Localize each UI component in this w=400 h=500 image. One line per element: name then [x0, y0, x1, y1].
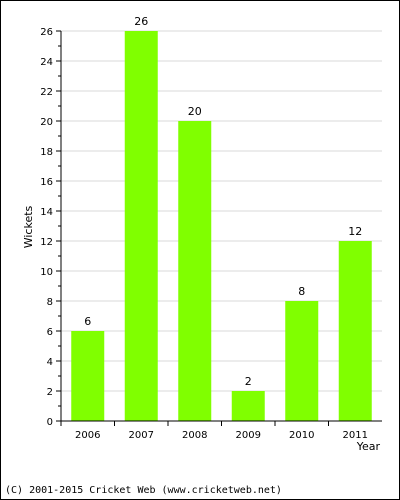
gridlines	[61, 30, 382, 392]
data-label-2010: 8	[298, 285, 305, 298]
y-tick-label: 18	[40, 147, 53, 158]
y-tick-label: 0	[47, 417, 53, 428]
axes	[56, 30, 382, 426]
bar-2011	[338, 241, 372, 421]
bar-series	[71, 31, 372, 421]
data-label-2007: 26	[134, 15, 148, 28]
y-tick-label: 12	[40, 237, 53, 248]
data-labels: 6 26 20 2 8 12	[84, 15, 362, 388]
data-label-2011: 12	[348, 225, 362, 238]
y-axis-label: Wickets	[22, 205, 35, 248]
bar-2008	[178, 121, 212, 421]
x-tick-label-2007: 2007	[129, 430, 154, 441]
x-axis-label: Year	[356, 440, 381, 453]
x-tick-label-2009: 2009	[236, 430, 261, 441]
x-tick-label-2008: 2008	[182, 430, 207, 441]
data-label-2008: 20	[188, 105, 202, 118]
data-label-2009: 2	[245, 375, 252, 388]
y-tick-label: 16	[40, 177, 53, 188]
x-tick-labels: 2006 2007 2008 2009 2010 2011	[75, 430, 368, 441]
x-tick-label-2010: 2010	[289, 430, 314, 441]
y-tick-label: 4	[47, 357, 53, 368]
y-tick-label: 14	[40, 207, 53, 218]
y-tick-label: 8	[47, 297, 53, 308]
y-tick-label: 2	[47, 387, 53, 398]
data-label-2006: 6	[84, 315, 91, 328]
x-tick-label-2011: 2011	[343, 430, 368, 441]
bar-2007	[124, 31, 158, 421]
bar-2009	[231, 391, 265, 421]
y-tick-label: 20	[40, 117, 53, 128]
y-tick-label: 10	[40, 267, 53, 278]
y-tick-label: 6	[47, 327, 53, 338]
copyright-footer: (C) 2001-2015 Cricket Web (www.cricketwe…	[5, 485, 282, 496]
bar-2006	[71, 331, 105, 421]
x-tick-label-2006: 2006	[75, 430, 100, 441]
y-tick-label: 22	[40, 87, 53, 98]
y-tick-label: 24	[40, 57, 53, 68]
y-tick-label: 26	[40, 27, 53, 38]
bar-2010	[285, 301, 319, 421]
